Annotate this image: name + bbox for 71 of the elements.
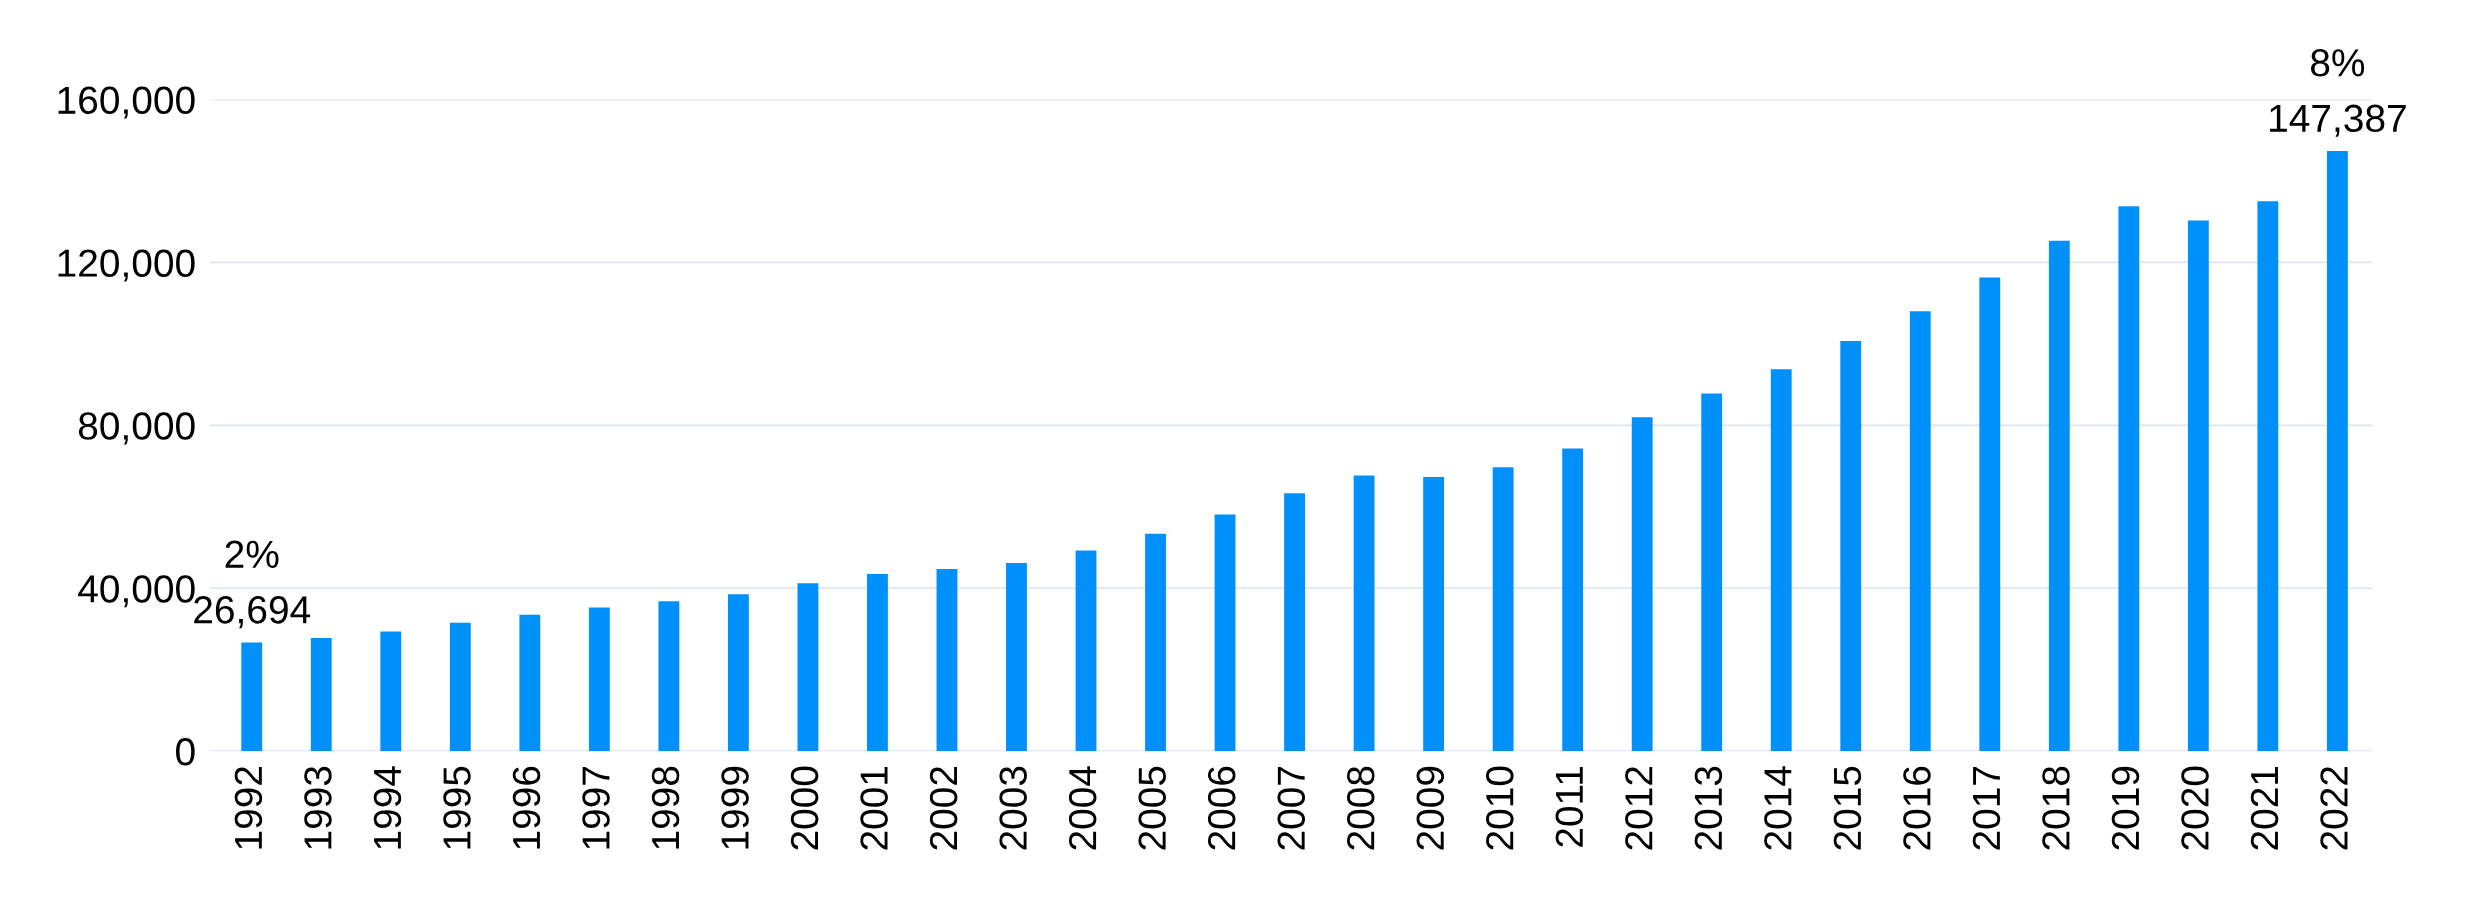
bar	[1701, 393, 1723, 752]
x-tick-label: 2019	[2111, 766, 2140, 850]
x-tick-label: 1995	[443, 766, 471, 849]
x-tick-label: 2007	[1277, 766, 1306, 850]
bar	[1492, 467, 1514, 752]
bar	[310, 637, 332, 752]
bar	[380, 631, 402, 752]
x-tick-label: 2011	[1555, 766, 1584, 847]
x-tick-label: 2021	[2250, 766, 2279, 850]
bar	[2187, 220, 2209, 752]
y-tick-label: 80,000	[78, 412, 195, 445]
bar	[1214, 514, 1236, 752]
x-tick-label: 1994	[373, 766, 402, 849]
x-tick-label: 1996	[512, 766, 541, 849]
annotation: 2%	[225, 540, 279, 568]
bar	[588, 607, 610, 752]
x-tick-label: 1992	[234, 766, 263, 849]
x-tick-label: 2013	[1694, 766, 1723, 850]
x-tick-label: 2016	[1903, 766, 1931, 850]
x-tick-label: 2004	[1068, 766, 1097, 850]
x-tick-label: 2003	[999, 766, 1027, 850]
bar	[2118, 206, 2140, 752]
bar	[1979, 277, 2001, 752]
x-tick-label: 2015	[1833, 766, 1862, 850]
bar	[519, 614, 541, 752]
bar	[797, 583, 819, 752]
bar	[1631, 417, 1653, 752]
x-tick-label: 2001	[860, 766, 888, 850]
x-tick-label: 2008	[1347, 766, 1375, 850]
bar	[1075, 550, 1097, 752]
x-tick-label: 2010	[1486, 766, 1514, 850]
x-tick-label: 2006	[1207, 766, 1236, 850]
bar	[727, 594, 749, 752]
bar	[449, 622, 471, 752]
bar	[1006, 563, 1027, 752]
bar	[1284, 493, 1305, 752]
data-label: 147,387	[2270, 104, 2406, 137]
x-tick-label: 2005	[1138, 766, 1166, 850]
bar	[241, 642, 263, 752]
x-tick-label: 1993	[304, 766, 332, 849]
bar	[1840, 341, 1862, 752]
x-tick-label: 1997	[582, 766, 610, 849]
x-tick-label: 1998	[651, 766, 680, 849]
x-tick-label: 2012	[1625, 766, 1653, 850]
x-tick-label: 2009	[1416, 766, 1445, 850]
x-tick-label: 2018	[2042, 766, 2070, 850]
x-tick-label: 2020	[2181, 766, 2209, 850]
x-tick-label: 2022	[2320, 766, 2348, 850]
bar	[1770, 369, 1792, 752]
x-tick-label: 2017	[1972, 766, 2001, 850]
bar	[2326, 150, 2348, 752]
y-tick-label: 160,000	[58, 86, 195, 119]
bar	[1562, 448, 1584, 752]
bar	[867, 574, 888, 752]
x-tick-label: 2002	[929, 766, 958, 850]
bar	[1423, 477, 1445, 752]
y-tick-label: 0	[176, 738, 195, 766]
bar	[1353, 475, 1375, 752]
data-label: 26,694	[194, 596, 311, 629]
bar	[658, 601, 680, 752]
annotation: 8%	[2310, 49, 2365, 77]
y-tick-label: 120,000	[58, 249, 195, 282]
x-tick-label: 1999	[721, 766, 749, 849]
bar	[1909, 311, 1931, 752]
y-tick-label: 40,000	[78, 575, 195, 608]
x-tick-label: 2014	[1764, 766, 1792, 850]
bar	[1145, 533, 1166, 752]
bar	[2257, 201, 2279, 752]
bar	[2048, 240, 2070, 752]
bar	[936, 569, 958, 752]
x-tick-label: 2000	[790, 766, 819, 850]
